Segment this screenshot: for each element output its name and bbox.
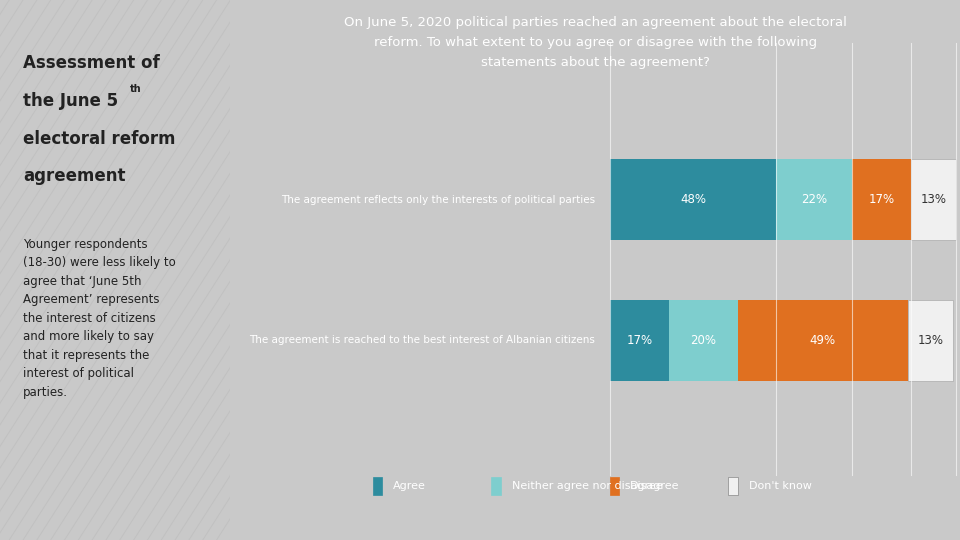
Text: Neither agree nor disagree: Neither agree nor disagree — [512, 481, 662, 491]
Bar — [610, 300, 669, 381]
Text: Don't know: Don't know — [749, 481, 811, 491]
Bar — [669, 300, 738, 381]
Text: electoral reform: electoral reform — [23, 130, 176, 147]
Bar — [729, 476, 737, 496]
Text: Assessment of: Assessment of — [23, 54, 159, 72]
Text: 48%: 48% — [680, 193, 706, 206]
Text: On June 5, 2020 political parties reached an agreement about the electoral
refor: On June 5, 2020 political parties reache… — [344, 16, 847, 69]
Text: 22%: 22% — [802, 193, 828, 206]
Text: 17%: 17% — [869, 193, 895, 206]
Bar — [852, 159, 911, 240]
Text: Younger respondents
(18-30) were less likely to
agree that ‘June 5th
Agreement’ : Younger respondents (18-30) were less li… — [23, 238, 176, 399]
Text: 49%: 49% — [810, 334, 836, 347]
Text: Agree: Agree — [393, 481, 426, 491]
Text: 13%: 13% — [921, 193, 947, 206]
Text: 13%: 13% — [918, 334, 944, 347]
Bar — [776, 159, 852, 240]
Text: agreement: agreement — [23, 167, 126, 185]
Text: The agreement is reached to the best interest of Albanian citizens: The agreement is reached to the best int… — [250, 335, 595, 345]
Bar — [908, 300, 953, 381]
Text: Disagree: Disagree — [630, 481, 680, 491]
Bar — [911, 159, 956, 240]
Bar — [372, 476, 382, 496]
Text: the June 5: the June 5 — [23, 92, 118, 110]
Bar — [492, 476, 500, 496]
Text: 20%: 20% — [690, 334, 716, 347]
Text: 17%: 17% — [626, 334, 652, 347]
Text: th: th — [131, 84, 142, 94]
Bar — [610, 159, 776, 240]
Text: The agreement reflects only the interests of political parties: The agreement reflects only the interest… — [281, 195, 595, 205]
Bar — [610, 476, 619, 496]
Bar — [738, 300, 908, 381]
